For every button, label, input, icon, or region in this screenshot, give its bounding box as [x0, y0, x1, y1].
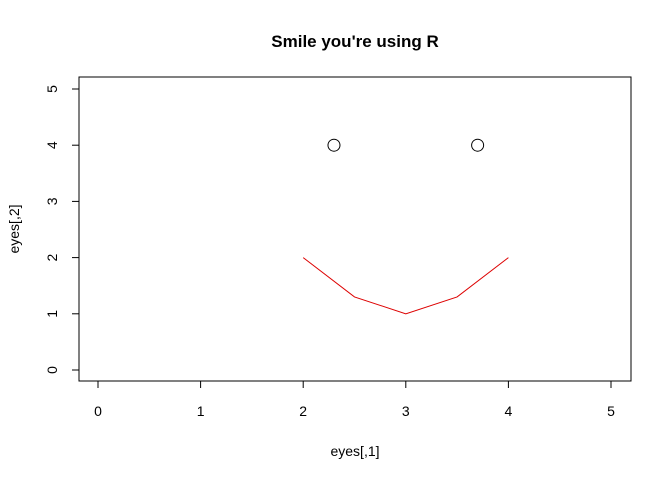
- eye-point: [327, 138, 341, 152]
- y-tick-label: 5: [44, 85, 60, 93]
- smile-line: [302, 257, 509, 315]
- x-tick-label: 0: [94, 403, 102, 419]
- plot-frame: [78, 76, 632, 382]
- y-tick-label: 0: [44, 366, 60, 374]
- series-layer: [302, 138, 509, 315]
- y-tick-label: 4: [44, 141, 60, 149]
- y-axis: 0 1 2 3 4 5: [44, 85, 80, 374]
- y-axis-label: eyes[,2]: [6, 204, 22, 253]
- y-tick-label: 3: [44, 197, 60, 205]
- x-axis: 0 1 2 3 4 5: [94, 380, 615, 419]
- x-tick-label: 1: [197, 403, 205, 419]
- y-tick-label: 1: [44, 310, 60, 318]
- x-tick-label: 3: [402, 403, 410, 419]
- x-axis-label: eyes[,1]: [330, 443, 379, 459]
- chart-title: Smile you're using R: [271, 32, 438, 51]
- x-tick-label: 4: [505, 403, 513, 419]
- x-tick-label: 5: [607, 403, 615, 419]
- y-tick-label: 2: [44, 253, 60, 261]
- x-tick-label: 2: [299, 403, 307, 419]
- eye-point: [471, 138, 485, 152]
